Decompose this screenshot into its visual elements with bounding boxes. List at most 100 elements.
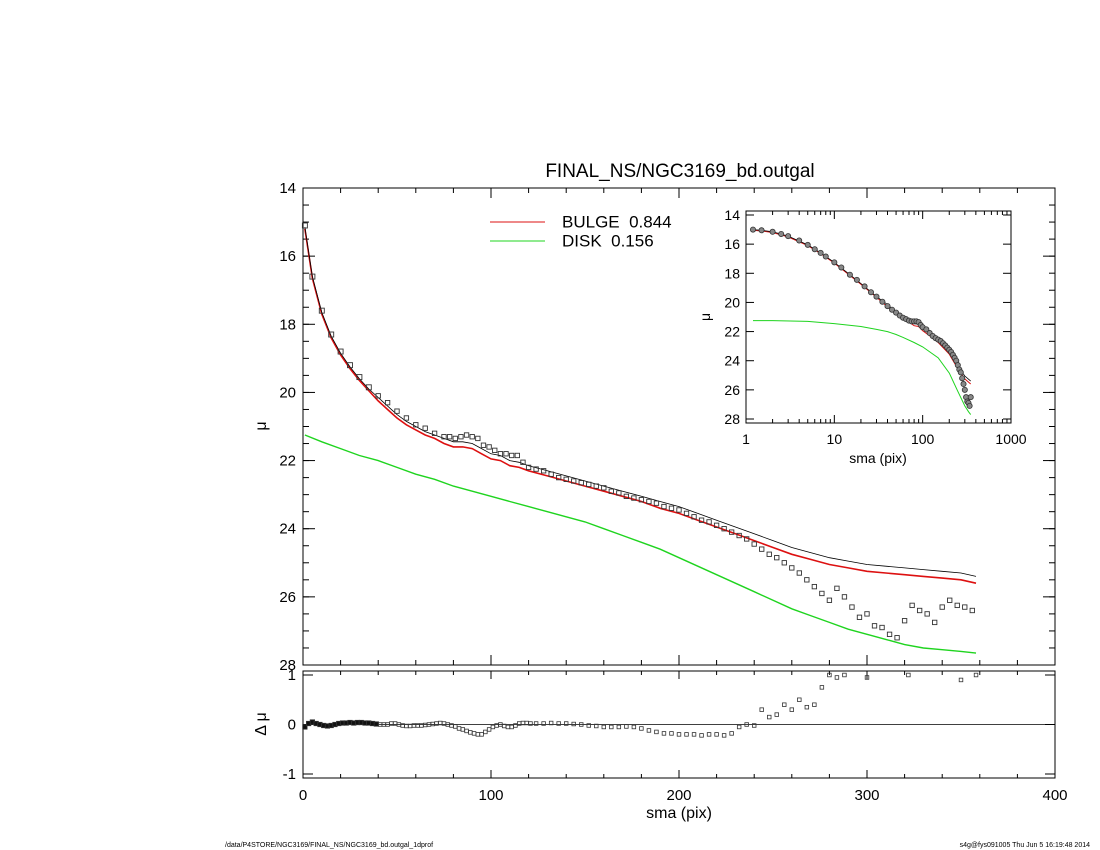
- data-point: [924, 611, 930, 617]
- inset-data-point: [804, 241, 811, 248]
- data-point: [744, 536, 750, 542]
- data-point: [463, 432, 470, 438]
- data-point: [469, 434, 475, 440]
- main-title: FINAL_NS/NGC3169_bd.outgal: [545, 161, 814, 182]
- residual-point: [479, 732, 484, 737]
- data-point: [337, 348, 344, 355]
- data-point: [452, 435, 458, 442]
- residual-point: [684, 732, 689, 737]
- residual-point: [541, 721, 546, 726]
- inset-x-tick-labels: 1 10 100 1000: [742, 431, 1027, 447]
- data-point: [796, 570, 802, 576]
- data-point: [683, 510, 690, 517]
- footer-file-path: /data/P4STORE/NGC3169/FINAL_NS/NGC3169_b…: [225, 842, 434, 849]
- main-y-tick-label: 24: [279, 521, 296, 538]
- data-point: [347, 362, 353, 369]
- inset-disk-curve-group: [753, 320, 972, 415]
- residual-point: [752, 723, 757, 728]
- disk-curve-group: [304, 434, 977, 654]
- data-point: [751, 541, 757, 547]
- inset-ticks: [745, 211, 1012, 423]
- inset-data-point: [822, 253, 829, 260]
- data-point: [728, 529, 735, 535]
- residual-point: [789, 707, 794, 712]
- inset-y-tick-label: 16: [724, 236, 740, 252]
- inset-data-point: [966, 402, 973, 409]
- residual-point: [767, 714, 772, 720]
- residual-points-group: [302, 672, 979, 738]
- inset-data-point: [879, 298, 886, 305]
- residual-point: [548, 720, 554, 726]
- main-y-tick-label: 28: [279, 657, 296, 674]
- data-point: [520, 459, 526, 465]
- x-tick-label: 100: [478, 787, 503, 804]
- data-point: [540, 468, 547, 474]
- data-point: [939, 604, 945, 610]
- footer-timestamp: s4g@fys091005 Thu Jun 5 16:19:48 2014: [959, 842, 1090, 849]
- data-point: [646, 498, 652, 505]
- data-point: [774, 555, 780, 561]
- data-point: [698, 517, 705, 523]
- residual-point: [490, 724, 496, 730]
- residual-point: [759, 707, 764, 712]
- residual-point: [654, 729, 659, 735]
- data-point: [446, 434, 453, 440]
- inset-data-point: [796, 237, 803, 244]
- inset-x-axis-label: sma (pix): [849, 450, 907, 466]
- data-point: [631, 495, 637, 501]
- residual-point: [468, 730, 473, 735]
- data-point: [608, 488, 614, 494]
- data-point: [804, 577, 810, 583]
- residual-y-axis-label: Δ μ: [253, 712, 270, 735]
- residual-point: [616, 724, 622, 730]
- inset-data-point: [867, 289, 874, 296]
- inset-data-point: [960, 381, 967, 388]
- residual-panel: 1 0 -1 0 100 200 300 400 Δ μ sma (pix): [253, 667, 1068, 822]
- residual-point: [624, 724, 629, 729]
- inset-data-point: [811, 246, 818, 253]
- residual-point: [505, 724, 511, 730]
- data-point: [721, 526, 727, 532]
- residual-point: [661, 731, 667, 736]
- data-point: [661, 503, 667, 510]
- data-point: [394, 408, 400, 414]
- data-point: [932, 619, 938, 626]
- data-point: [309, 273, 316, 280]
- data-point: [384, 400, 391, 406]
- residual-point: [564, 721, 569, 726]
- residual-y-tick-label: 0: [288, 717, 296, 734]
- inset-data-point: [957, 369, 964, 376]
- data-point: [969, 607, 975, 614]
- total-model-curve-group: [304, 227, 977, 577]
- main-panel: 14 16 18 20 22 24 26 28 μ BULGE 0.844 DI…: [253, 180, 1056, 674]
- residual-point: [973, 672, 979, 678]
- inset-data-point: [961, 386, 968, 393]
- data-point: [375, 393, 381, 399]
- data-point: [480, 442, 487, 448]
- data-point: [759, 546, 765, 552]
- inset-y-tick-label: 28: [724, 411, 740, 427]
- data-point: [601, 485, 607, 491]
- residual-y-tick-label: 1: [288, 667, 296, 684]
- data-point: [431, 430, 438, 436]
- residual-point: [691, 732, 697, 737]
- residual-point: [797, 697, 802, 702]
- data-point: [356, 374, 363, 381]
- x-axis-label: sma (pix): [646, 805, 712, 822]
- inset-data-point: [967, 394, 974, 401]
- inset-data-point: [889, 306, 896, 313]
- data-point: [638, 497, 645, 503]
- data-point: [789, 565, 795, 571]
- inset-data-point: [838, 264, 845, 271]
- data-point: [736, 532, 742, 539]
- data-point: [781, 560, 787, 566]
- residual-point: [475, 732, 481, 737]
- residual-point: [669, 731, 674, 736]
- inset-data-point: [785, 233, 792, 240]
- data-point: [301, 222, 308, 229]
- residual-point: [706, 732, 712, 737]
- inset-disk-curve: [753, 320, 972, 415]
- residual-point: [639, 726, 644, 731]
- residual-point: [812, 702, 817, 707]
- x-tick-labels: 0 100 200 300 400: [299, 787, 1068, 804]
